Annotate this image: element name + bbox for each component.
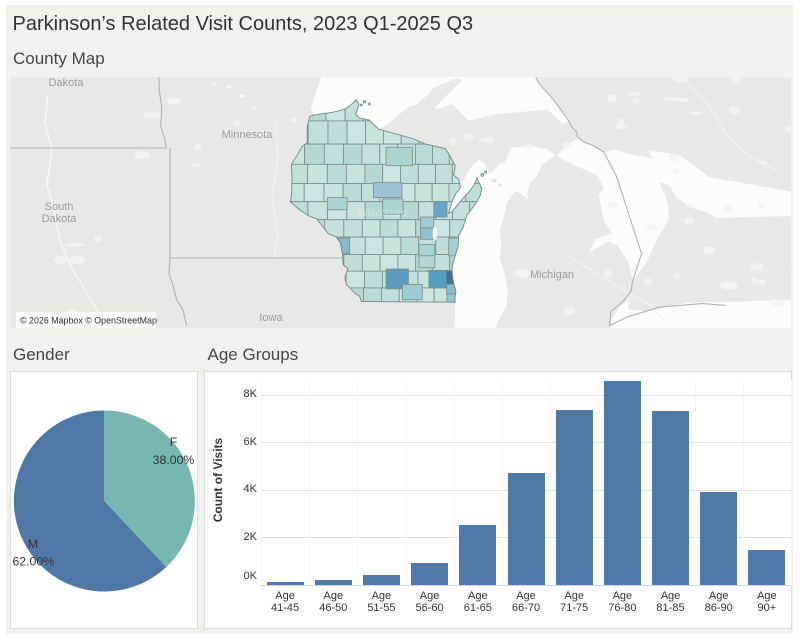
svg-text:M: M — [27, 537, 37, 551]
svg-text:Minnesota: Minnesota — [222, 129, 274, 141]
svg-text:© 2026 Mapbox © OpenStreetMap: © 2026 Mapbox © OpenStreetMap — [20, 316, 157, 326]
svg-text:62.00%: 62.00% — [12, 554, 54, 568]
svg-text:38.00%: 38.00% — [152, 453, 194, 467]
svg-text:Michigan: Michigan — [530, 269, 574, 281]
svg-text:South: South — [45, 201, 74, 213]
svg-text:Wisconsin: Wisconsin — [357, 207, 407, 219]
svg-text:Dakota: Dakota — [49, 77, 85, 89]
svg-text:F: F — [169, 435, 177, 449]
svg-text:Iowa: Iowa — [259, 312, 283, 324]
svg-text:Dakota: Dakota — [42, 213, 78, 225]
